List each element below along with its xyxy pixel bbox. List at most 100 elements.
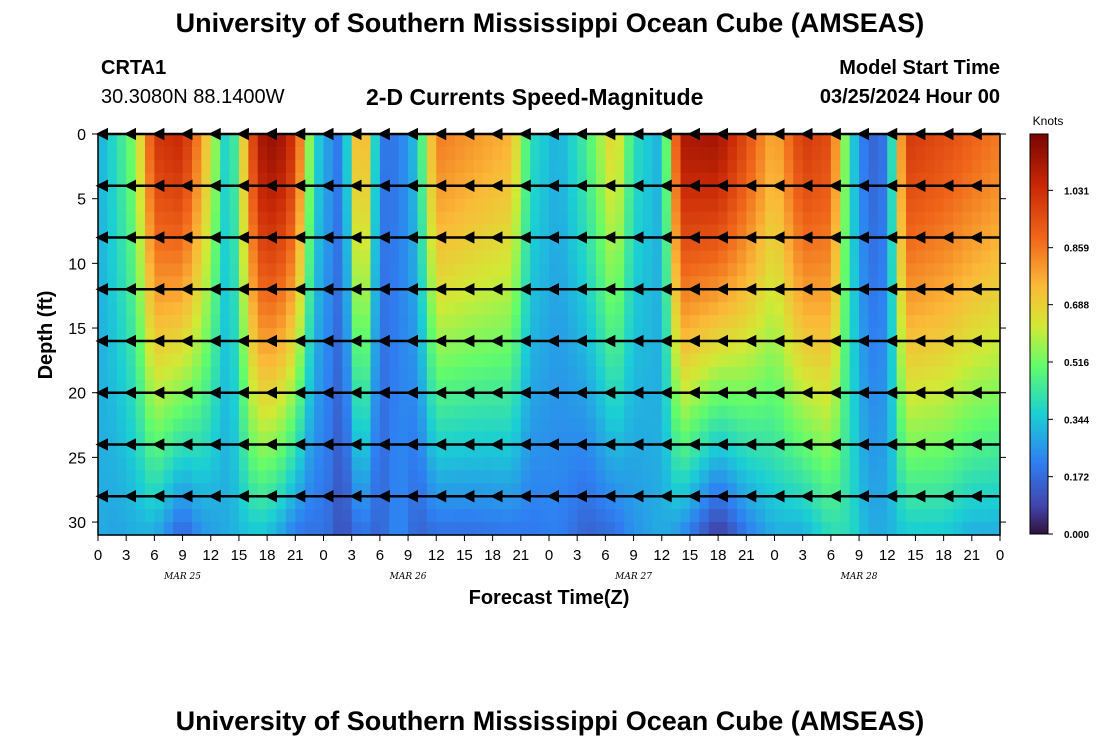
- heatmap-cell: [126, 134, 137, 148]
- heatmap-cell: [511, 366, 522, 381]
- heatmap-cell: [257, 431, 268, 446]
- heatmap-cell: [483, 405, 494, 420]
- heatmap-cell: [990, 392, 1001, 407]
- heatmap-cell: [642, 302, 653, 316]
- heatmap-cell: [812, 289, 823, 303]
- heatmap-cell: [492, 289, 503, 303]
- heatmap-cell: [699, 250, 710, 264]
- heatmap-cell: [652, 444, 663, 458]
- heatmap-cell: [182, 159, 193, 174]
- heatmap-cell: [135, 418, 146, 433]
- heatmap-cell: [426, 444, 437, 458]
- heatmap-cell: [173, 289, 184, 303]
- heatmap-cell: [981, 172, 992, 187]
- heatmap-cell: [971, 340, 982, 355]
- heatmap-cell: [436, 405, 447, 420]
- heatmap-cell: [285, 457, 296, 471]
- heatmap-cell: [689, 289, 700, 303]
- heatmap-cell: [736, 302, 747, 316]
- heatmap-cell: [605, 134, 616, 148]
- heatmap-cell: [736, 444, 747, 458]
- heatmap-cell: [473, 224, 484, 239]
- heatmap-cell: [577, 315, 588, 329]
- heatmap-cell: [774, 418, 785, 433]
- heatmap-cell: [708, 470, 719, 484]
- heatmap-cell: [530, 496, 541, 510]
- heatmap-cell: [746, 431, 757, 446]
- heatmap-cell: [934, 444, 945, 458]
- heatmap-cell: [379, 379, 390, 394]
- heatmap-cell: [577, 496, 588, 510]
- heatmap-cell: [530, 302, 541, 316]
- heatmap-cell: [210, 405, 221, 420]
- heatmap-cell: [840, 405, 851, 420]
- heatmap-cell: [276, 470, 287, 484]
- heatmap-cell: [295, 263, 306, 277]
- heatmap-cell: [135, 211, 146, 226]
- heatmap-cell: [736, 237, 747, 252]
- heatmap-cell: [774, 509, 785, 523]
- heatmap-cell: [849, 198, 860, 213]
- heatmap-cell: [379, 146, 390, 161]
- heatmap-cell: [379, 263, 390, 277]
- heatmap-cell: [304, 457, 315, 471]
- heatmap-cell: [455, 172, 466, 187]
- heatmap-cell: [502, 366, 513, 381]
- heatmap-cell: [840, 509, 851, 523]
- heatmap-cell: [511, 509, 522, 523]
- heatmap-cell: [605, 146, 616, 161]
- heatmap-cell: [191, 392, 202, 407]
- heatmap-cell: [530, 444, 541, 458]
- heatmap-cell: [379, 276, 390, 290]
- heatmap-cell: [295, 276, 306, 290]
- heatmap-cell: [502, 418, 513, 433]
- heatmap-cell: [736, 328, 747, 342]
- heatmap-cell: [323, 185, 334, 200]
- heatmap-cell: [962, 211, 973, 226]
- x-tick-label: 12: [653, 547, 670, 564]
- heatmap-cell: [511, 146, 522, 161]
- heatmap-cell: [746, 172, 757, 187]
- heatmap-cell: [417, 159, 428, 174]
- heatmap-cell: [887, 509, 898, 523]
- heatmap-cell: [304, 250, 315, 264]
- heatmap-cell: [238, 328, 249, 342]
- heatmap-cell: [98, 250, 108, 264]
- heatmap-cell: [520, 353, 531, 368]
- heatmap-cell: [426, 211, 437, 226]
- heatmap-cell: [304, 418, 315, 433]
- heatmap-cell: [859, 211, 870, 226]
- heatmap-cell: [821, 418, 832, 433]
- heatmap-cell: [708, 237, 719, 252]
- heatmap-cell: [624, 289, 635, 303]
- heatmap-cell: [135, 289, 146, 303]
- heatmap-cell: [821, 496, 832, 510]
- heatmap-cell: [229, 211, 240, 226]
- heatmap-cell: [586, 444, 597, 458]
- heatmap-cell: [229, 483, 240, 497]
- heatmap-cell: [238, 392, 249, 407]
- heatmap-cell: [379, 289, 390, 303]
- heatmap-cell: [511, 431, 522, 446]
- heatmap-cell: [830, 276, 841, 290]
- heatmap-cell: [755, 366, 766, 381]
- heatmap-cell: [887, 431, 898, 446]
- heatmap-cell: [295, 405, 306, 420]
- heatmap-cell: [267, 392, 278, 407]
- heatmap-cell: [248, 250, 259, 264]
- heatmap-cell: [201, 444, 212, 458]
- heatmap-cell: [680, 496, 691, 510]
- heatmap-cell: [426, 431, 437, 446]
- heatmap-cell: [267, 172, 278, 187]
- heatmap-cell: [934, 328, 945, 342]
- heatmap-cell: [830, 263, 841, 277]
- heatmap-cell: [708, 134, 719, 148]
- heatmap-cell: [906, 457, 917, 471]
- heatmap-cell: [445, 198, 456, 213]
- heatmap-cell: [201, 353, 212, 368]
- heatmap-cell: [699, 198, 710, 213]
- heatmap-cell: [361, 328, 372, 342]
- heatmap-cell: [990, 509, 1001, 523]
- heatmap-cell: [971, 250, 982, 264]
- heatmap-cell: [708, 198, 719, 213]
